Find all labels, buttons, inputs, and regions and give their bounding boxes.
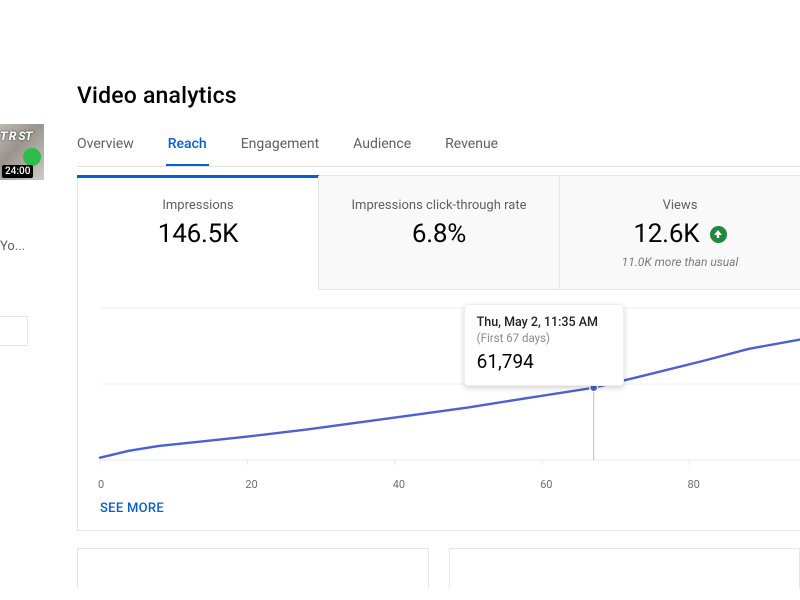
tooltip-sub: (First 67 days)	[477, 331, 611, 345]
tab-revenue[interactable]: Revenue	[445, 136, 498, 166]
x-tick-label: 0	[98, 478, 104, 491]
tabs-divider	[77, 166, 800, 167]
thumbnail-text: T R ST	[0, 130, 32, 143]
metric-label: Views	[570, 198, 790, 213]
chart-tooltip: Thu, May 2, 11:35 AM (First 67 days) 61,…	[464, 304, 624, 386]
x-tick-label: 20	[245, 478, 257, 491]
metric-value-text: 12.6K	[633, 219, 699, 249]
active-metric-indicator	[77, 175, 319, 178]
reach-card: Impressions 146.5K Impressions click-thr…	[77, 175, 800, 531]
metric-sub: 11.0K more than usual	[570, 255, 790, 269]
tab-overview[interactable]: Overview	[77, 136, 134, 166]
metric-value: 146.5K	[88, 219, 308, 249]
page-title: Video analytics	[77, 82, 237, 109]
x-tick-label: 40	[393, 478, 405, 491]
metric-label: Impressions	[88, 198, 308, 213]
tooltip-value: 61,794	[477, 350, 611, 373]
metric-value: 12.6K	[570, 219, 790, 249]
ghost-card	[77, 548, 429, 588]
metric-impressions[interactable]: Impressions 146.5K	[78, 176, 318, 290]
analytics-tabs: Overview Reach Engagement Audience Reven…	[77, 136, 498, 166]
x-tick-label: 60	[540, 478, 552, 491]
x-tick-label: 80	[687, 478, 699, 491]
see-more-link[interactable]: SEE MORE	[100, 501, 164, 516]
sidebar-truncated-label: Yo...	[0, 239, 25, 254]
metric-label: Impressions click-through rate	[329, 198, 549, 213]
tab-audience[interactable]: Audience	[353, 136, 411, 166]
metric-value: 6.8%	[329, 219, 549, 249]
video-thumbnail[interactable]: T R ST 24:00	[0, 124, 44, 180]
video-duration-badge: 24:00	[2, 165, 33, 178]
thumbnail-badge-icon	[23, 148, 41, 166]
metric-ctr[interactable]: Impressions click-through rate 6.8%	[318, 176, 559, 290]
metric-views[interactable]: Views 12.6K 11.0K more than usual	[559, 176, 800, 290]
ghost-card	[449, 548, 800, 588]
tab-reach[interactable]: Reach	[168, 136, 207, 166]
sidebar-box	[0, 316, 28, 346]
lower-cards-hint	[77, 548, 800, 588]
impressions-chart[interactable]: Thu, May 2, 11:35 AM (First 67 days) 61,…	[100, 308, 800, 478]
tab-engagement[interactable]: Engagement	[241, 136, 319, 166]
trend-up-icon	[710, 226, 727, 243]
metrics-row: Impressions 146.5K Impressions click-thr…	[78, 176, 800, 290]
tooltip-date: Thu, May 2, 11:35 AM	[477, 315, 611, 330]
